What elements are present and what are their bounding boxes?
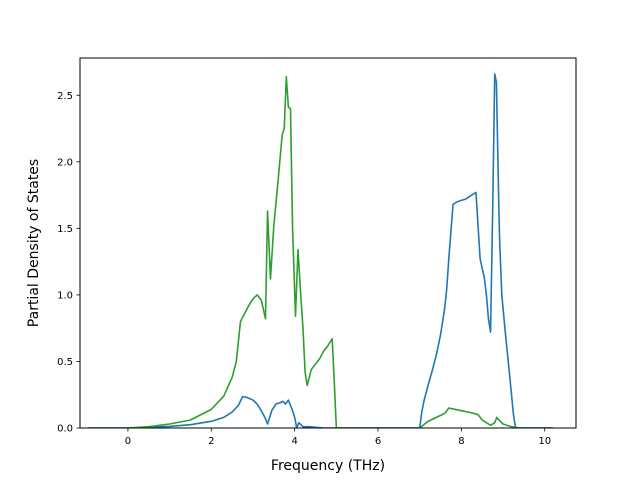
x-axis: 0 2 4 6 8 10 <box>125 428 551 447</box>
y-axis: 0.0 0.5 1.0 1.5 2.0 2.5 <box>57 91 80 435</box>
y-tick-label: 2.5 <box>57 91 73 102</box>
y-tick-label: 1.5 <box>57 224 73 235</box>
x-tick-label: 2 <box>208 436 214 447</box>
series-line-2 <box>88 75 554 428</box>
x-axis-label: Frequency (THz) <box>271 458 385 474</box>
plot-frame <box>79 57 577 429</box>
series-line-1 <box>88 73 554 428</box>
x-tick-label: 6 <box>375 436 381 447</box>
series-layer <box>88 73 554 428</box>
x-tick-label: 4 <box>291 436 297 447</box>
y-tick-label: 0.5 <box>57 357 73 368</box>
x-tick-label: 8 <box>458 436 464 447</box>
x-tick-label: 0 <box>125 436 131 447</box>
y-axis-label: Partial Density of States <box>26 159 42 327</box>
y-tick-label: 1.0 <box>57 290 73 301</box>
y-tick-label: 2.0 <box>57 157 73 168</box>
y-tick-label: 0.0 <box>57 424 73 435</box>
x-tick-label: 10 <box>538 436 551 447</box>
